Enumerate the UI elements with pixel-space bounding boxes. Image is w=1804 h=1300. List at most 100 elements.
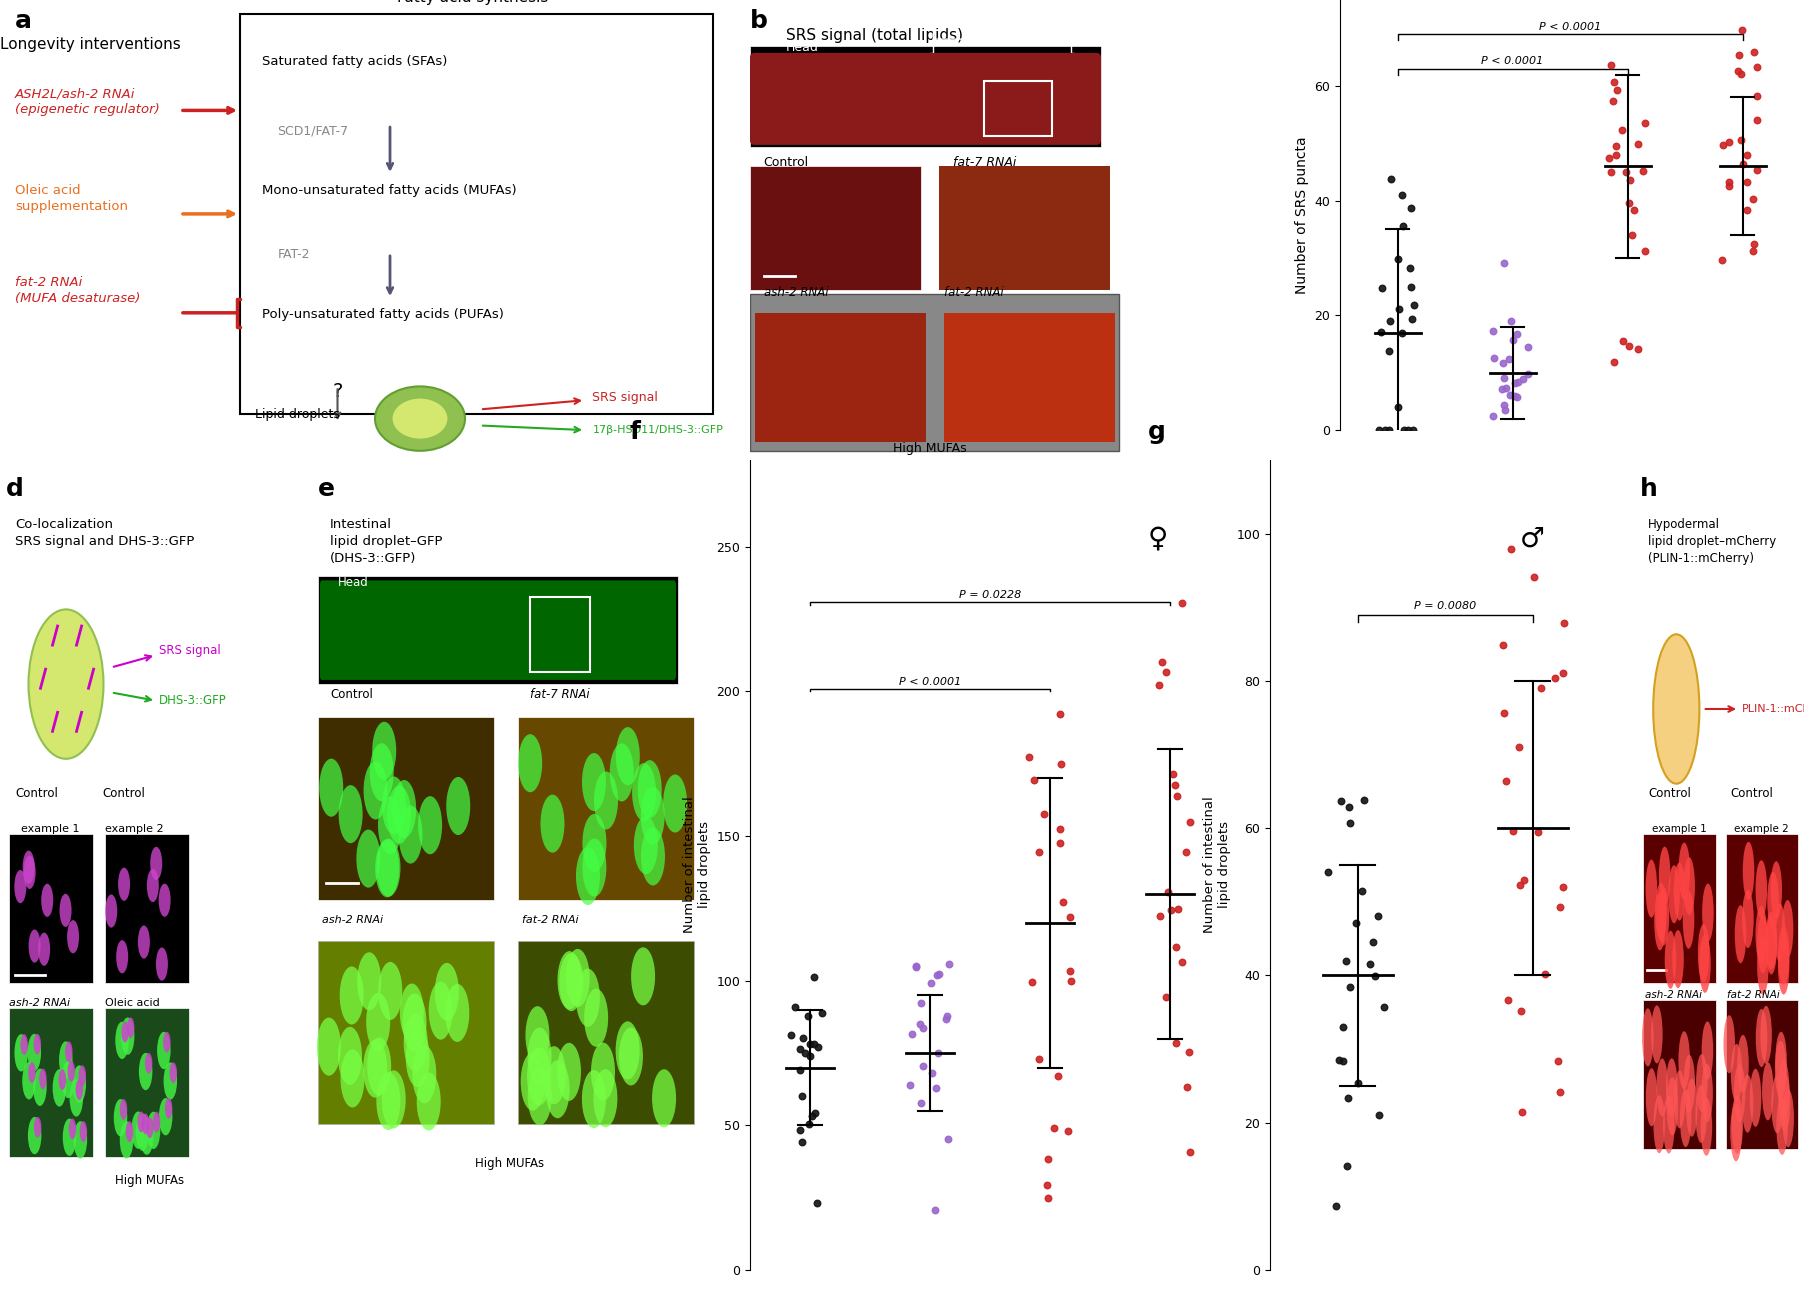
Point [1384, 396, 1413, 417]
Point [1597, 55, 1625, 75]
Point [1615, 335, 1643, 356]
Point [1607, 330, 1636, 351]
Ellipse shape [366, 993, 390, 1050]
Text: fat-2 RNAi: fat-2 RNAi [1728, 989, 1781, 1000]
Bar [1726, 833, 1799, 983]
Text: Head: Head [337, 576, 368, 589]
Ellipse shape [1732, 1096, 1743, 1153]
Ellipse shape [1772, 1075, 1782, 1134]
Point [1602, 146, 1631, 166]
Point [1396, 276, 1425, 296]
Point [1497, 311, 1526, 332]
Point [1153, 662, 1182, 683]
Text: P < 0.0001: P < 0.0001 [1539, 22, 1602, 31]
Ellipse shape [60, 894, 72, 927]
Ellipse shape [382, 776, 406, 835]
Text: Poly-unsaturated fatty acids (PUFAs): Poly-unsaturated fatty acids (PUFAs) [263, 308, 505, 321]
Ellipse shape [132, 1112, 144, 1149]
Ellipse shape [400, 984, 424, 1041]
Ellipse shape [146, 1112, 161, 1149]
Point [1034, 1175, 1063, 1196]
Point [1546, 897, 1575, 918]
Text: fat-2 RNAi: fat-2 RNAi [521, 915, 579, 924]
Point [1387, 185, 1416, 205]
Text: example 1: example 1 [22, 823, 79, 833]
Point [1602, 81, 1631, 101]
Ellipse shape [619, 1027, 642, 1086]
Text: Control: Control [103, 788, 144, 801]
Ellipse shape [63, 1118, 76, 1156]
Bar [1643, 1000, 1716, 1149]
Point [1497, 538, 1526, 559]
Ellipse shape [61, 1061, 76, 1098]
Point [1371, 420, 1400, 441]
Ellipse shape [1674, 862, 1685, 920]
Point [1550, 876, 1578, 897]
Ellipse shape [153, 1112, 161, 1132]
Point [1328, 1017, 1357, 1037]
Point [1499, 330, 1528, 351]
Point [1387, 322, 1416, 343]
Ellipse shape [631, 763, 657, 822]
Text: f: f [630, 420, 640, 443]
Ellipse shape [69, 1118, 76, 1139]
Point [1743, 86, 1772, 107]
Point [1376, 311, 1405, 332]
Text: a: a [14, 9, 32, 34]
Point [785, 1060, 814, 1080]
Ellipse shape [1660, 846, 1671, 905]
Text: Lipid droplets: Lipid droplets [254, 407, 339, 420]
Point [1743, 56, 1772, 77]
Point [1046, 754, 1075, 775]
Point [1624, 339, 1652, 360]
Ellipse shape [1763, 1062, 1773, 1121]
Text: High MUFAs: High MUFAs [115, 1174, 184, 1187]
Bar [105, 1008, 189, 1157]
Ellipse shape [640, 786, 664, 845]
Point [906, 1092, 934, 1113]
Point [1160, 775, 1189, 796]
Ellipse shape [40, 1069, 47, 1089]
Point [1039, 1118, 1068, 1139]
Ellipse shape [375, 386, 465, 451]
Point [1146, 906, 1174, 927]
Point [1732, 144, 1761, 165]
Text: example 1: example 1 [1651, 823, 1707, 833]
Point [1526, 677, 1555, 698]
Ellipse shape [525, 1006, 550, 1065]
Ellipse shape [382, 1070, 406, 1128]
Text: High MUFAs: High MUFAs [1533, 550, 1607, 563]
Ellipse shape [121, 1018, 135, 1054]
Ellipse shape [170, 1062, 177, 1083]
Point [1624, 134, 1652, 155]
Point [1600, 72, 1629, 92]
Text: ash-2 RNAi: ash-2 RNAi [321, 915, 382, 924]
Ellipse shape [1663, 1096, 1674, 1153]
Ellipse shape [150, 846, 162, 880]
Ellipse shape [1750, 1069, 1761, 1127]
Ellipse shape [29, 930, 40, 962]
Point [1360, 966, 1389, 987]
Ellipse shape [1735, 905, 1746, 963]
Point [1366, 321, 1394, 342]
Ellipse shape [521, 1053, 545, 1110]
Ellipse shape [1658, 888, 1669, 945]
Ellipse shape [372, 722, 397, 780]
Text: c: c [1225, 0, 1239, 3]
Point [1398, 308, 1427, 329]
Point [1034, 1148, 1063, 1169]
Ellipse shape [38, 932, 51, 966]
Point [794, 1006, 823, 1027]
Ellipse shape [339, 966, 364, 1024]
Point [1490, 399, 1519, 420]
Ellipse shape [1678, 1031, 1690, 1089]
Text: ASH2L/ash-2 RNAi
(epigenetic regulator): ASH2L/ash-2 RNAi (epigenetic regulator) [14, 87, 161, 117]
Ellipse shape [1642, 1009, 1654, 1066]
Ellipse shape [664, 775, 687, 832]
Bar [318, 941, 494, 1124]
Ellipse shape [631, 948, 655, 1005]
Point [1490, 252, 1519, 273]
Point [1514, 337, 1542, 358]
Ellipse shape [1645, 859, 1658, 918]
Ellipse shape [29, 610, 103, 759]
